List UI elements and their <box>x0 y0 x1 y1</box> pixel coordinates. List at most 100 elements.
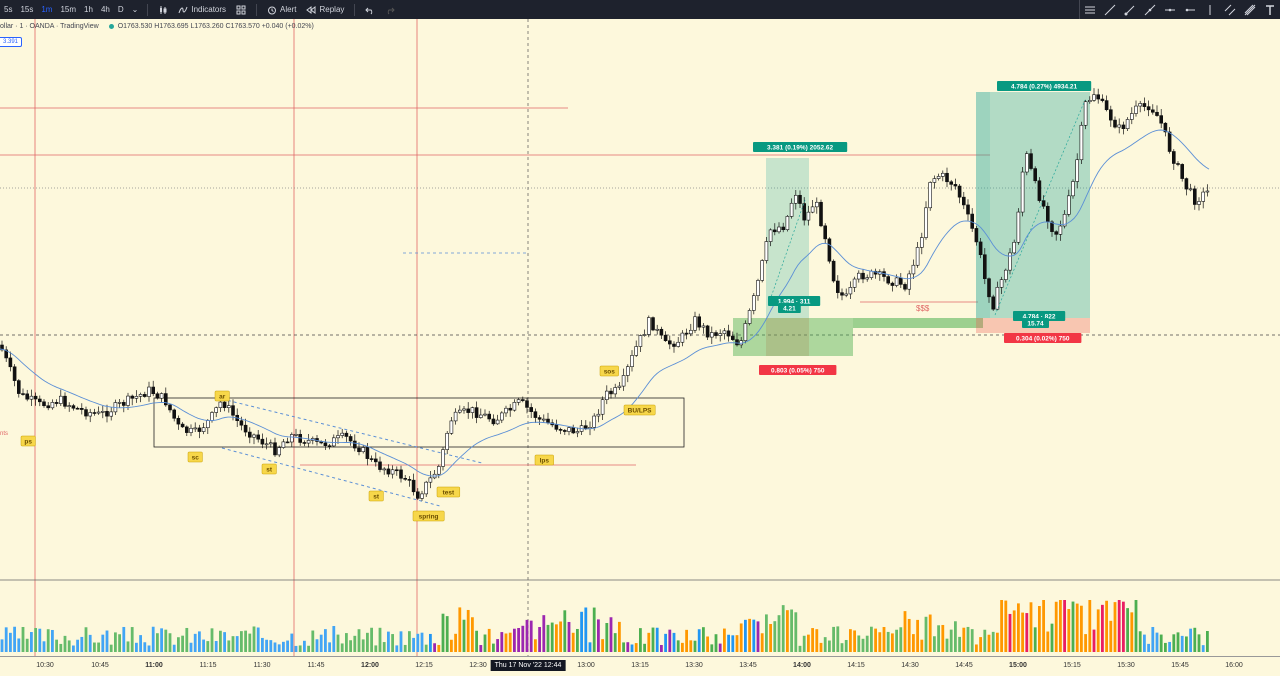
timeframe-4h[interactable]: 4h <box>100 5 110 14</box>
volume-bar <box>1201 645 1205 652</box>
price-chart[interactable]: ps sc ar st st spring test lps sos BU/LPS 3.381 (0… <box>0 19 1280 656</box>
timeframe-D[interactable]: D <box>117 5 124 14</box>
volume-bar <box>496 639 499 652</box>
drawing-tool-vertical[interactable] <box>1200 0 1220 19</box>
replay-button[interactable]: Replay <box>301 5 349 15</box>
volume-bar <box>416 633 420 652</box>
undo-button[interactable] <box>360 5 380 15</box>
volume-bar <box>1189 628 1192 652</box>
volume-bar <box>996 632 999 652</box>
volume-bar <box>949 629 953 652</box>
ohlc-text: O1763.530 H1763.695 L1763.260 C1763.570 … <box>117 23 314 30</box>
drawing-tool-trendline[interactable] <box>1100 0 1120 19</box>
drawing-tool-parallel[interactable] <box>1220 0 1240 19</box>
drawing-tool-horizontal[interactable] <box>1160 0 1180 19</box>
timeframe-1m[interactable]: 1m <box>41 5 53 14</box>
chevron-down-icon[interactable]: ⌄ <box>131 5 139 14</box>
candle <box>499 412 504 421</box>
timeframe-5s[interactable]: 5s <box>4 5 13 14</box>
candle <box>1062 213 1067 227</box>
channel-line <box>221 447 441 507</box>
volume-bar <box>290 633 294 652</box>
redo-button[interactable] <box>380 5 400 15</box>
candle <box>218 401 223 409</box>
drawing-tool-ray[interactable] <box>1120 0 1140 19</box>
volume-bar <box>399 631 403 652</box>
volume-bar <box>445 616 449 652</box>
candle <box>428 477 433 483</box>
volume-bar <box>370 627 373 652</box>
candle <box>1130 113 1134 120</box>
volume-bar <box>916 619 919 652</box>
candle <box>1159 115 1163 124</box>
candle <box>394 469 399 472</box>
volume-bar <box>513 628 516 652</box>
volume-bar <box>571 632 575 652</box>
alarm-clock-icon <box>268 6 277 14</box>
indicators-button[interactable]: Indicators <box>173 5 231 15</box>
time-tick: 11:45 <box>307 662 325 669</box>
candle <box>760 260 765 281</box>
drawing-tool-text[interactable] <box>1260 0 1280 19</box>
candle <box>285 441 290 444</box>
candle <box>180 423 185 428</box>
candle <box>903 284 907 290</box>
volume-bar <box>676 640 680 652</box>
time-tick: 15:15 <box>1063 662 1081 669</box>
chart-area[interactable]: ps sc ar st st spring test lps sos BU/LPS 3.381 (0… <box>0 19 1280 656</box>
volume-bar <box>67 640 71 652</box>
volume-bar <box>924 616 928 652</box>
volume-bar <box>702 627 705 652</box>
volume-bar <box>765 614 768 652</box>
drawing-tool-lines[interactable] <box>1080 0 1100 19</box>
volume-bar <box>748 618 751 652</box>
timeframe-15m[interactable]: 15m <box>60 5 77 14</box>
candle <box>29 395 34 400</box>
candle <box>890 282 895 286</box>
alert-button[interactable]: Alert <box>262 5 301 15</box>
long2-mid2-label: 15.74 <box>1022 318 1049 328</box>
volume-bar <box>609 617 613 652</box>
candle <box>705 325 710 338</box>
volume-bar <box>349 640 352 652</box>
candle <box>441 449 445 467</box>
candle <box>294 434 298 436</box>
candle <box>1092 94 1096 101</box>
drawing-tool-extended[interactable] <box>1140 0 1160 19</box>
volume-bar <box>273 642 277 652</box>
long2-mid2-label-bg <box>1022 318 1049 328</box>
volume-bar <box>277 644 281 652</box>
chart-type-button[interactable] <box>153 5 173 15</box>
candle <box>101 411 105 413</box>
candle <box>176 417 181 425</box>
pitchfork-icon <box>1244 4 1256 15</box>
drawing-tool-fib[interactable] <box>1240 0 1260 19</box>
volume-bar <box>336 634 340 652</box>
candle <box>1205 190 1210 193</box>
volume-bar <box>651 627 655 652</box>
timeframe-1h[interactable]: 1h <box>84 5 93 14</box>
volume-bar <box>168 633 172 652</box>
candle <box>1146 106 1151 111</box>
layout-button[interactable] <box>231 5 251 15</box>
candle <box>621 375 626 387</box>
candle <box>512 402 517 411</box>
volume-bar <box>1164 642 1167 652</box>
parallel-channel-icon <box>1224 4 1236 15</box>
text-tool-icon <box>1266 4 1274 15</box>
volume-bar <box>903 611 907 652</box>
candle <box>508 407 513 411</box>
volume-bar <box>777 615 781 652</box>
candle <box>0 344 4 351</box>
volume-bar <box>109 644 113 652</box>
drawing-tool-horizontal-ray[interactable] <box>1180 0 1200 19</box>
long2-target-label-bg <box>997 81 1092 91</box>
volume-bar <box>143 642 147 652</box>
volume-bar <box>340 643 344 652</box>
volume-bar <box>760 633 764 652</box>
timeframe-15s[interactable]: 15s <box>20 5 34 14</box>
ray-icon <box>1124 5 1135 15</box>
time-axis[interactable]: 10:30 10:45 11:00 11:15 11:30 11:45 12:00 12:15… <box>0 656 1280 676</box>
candle <box>928 182 933 209</box>
candle <box>756 280 760 296</box>
